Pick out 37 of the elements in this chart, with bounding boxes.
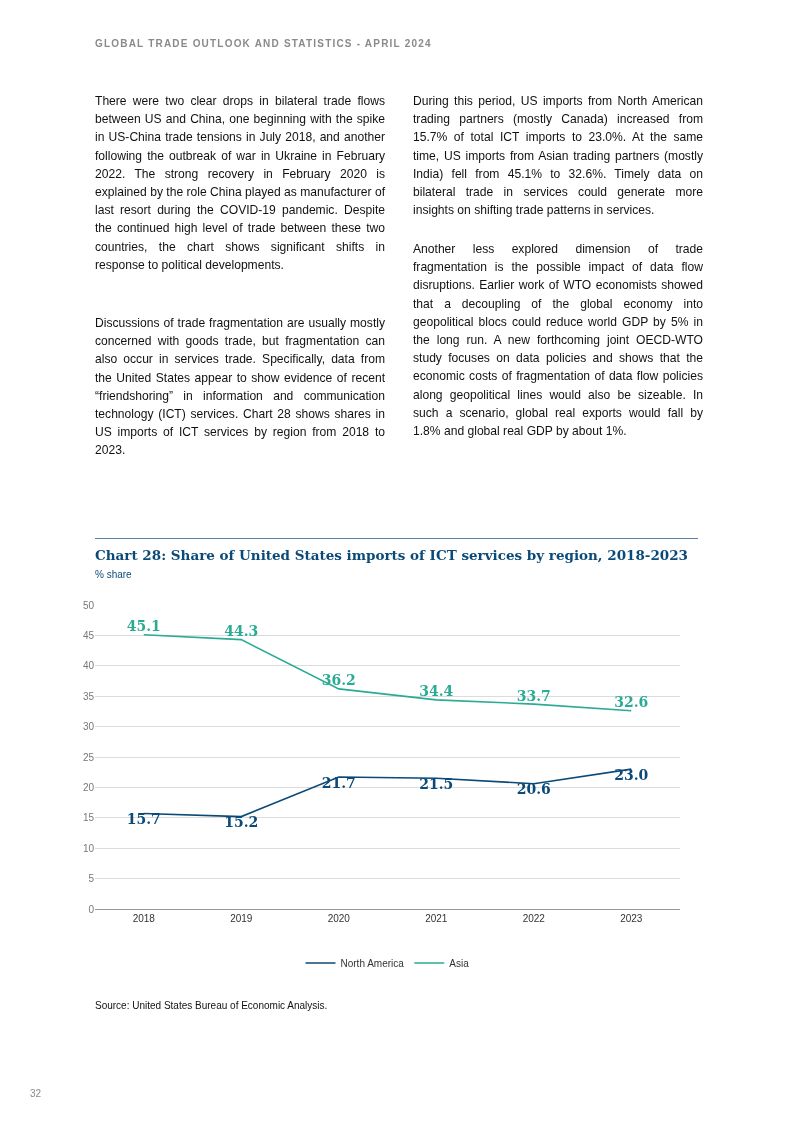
data-label: 15.7 <box>126 811 161 828</box>
text: There were two clear drops in bilateral trade flows between US and China, one beginning with the spike in US-China trade tensions in July 2018, and another following the outbreak of war in Ukraine in February 2022. The strong recovery in February 2020 is explained by the role China played as manufacturer of last resort during the COVID-19 pandemic. Despite the continued high level of trade between these two countries, the chart shows significant shifts in response to political developments. <box>95 94 385 272</box>
chart-title: Chart 28: Share of United States imports of ICT services by region, 2018-2023 <box>95 547 690 563</box>
data-label: 44.3 <box>224 623 259 640</box>
x-tick-label: 2018 <box>132 913 156 924</box>
text: Discussions of trade fragmentation are usually mostly concerned with goods trade, but fragmentation can also occur in services trade. Specifically, data from the United States appear to show evidence of recent “friendshoring” in information and communication technology (ICT) services. Chart 28 shows shares in US imports of ICT services by region from 2018 to 2023. <box>95 315 385 460</box>
data-label: 33.7 <box>516 687 551 704</box>
source-note: Source: United States Bureau of Economic Analysis. <box>95 1000 328 1011</box>
y-tick-label: 5 <box>88 873 95 885</box>
y-tick-label: 45 <box>82 629 95 641</box>
y-tick-label: 10 <box>82 842 95 854</box>
data-label: 21.5 <box>419 775 454 792</box>
y-tick-label: 20 <box>82 781 95 793</box>
data-label: 34.4 <box>419 683 454 700</box>
x-tick-label: 2022 <box>522 913 546 924</box>
chart-subtitle: % share <box>95 569 133 580</box>
y-tick-label: 15 <box>82 812 95 824</box>
text: During this period, US imports from North American trading partners (mostly Canada) increased from 15.7% of total ICT imports to 23.0%. At the same time, US imports from Asian trading partners (mostly India) fell from 45.1% to 32.6%. Timely data on bilateral trade in services could generate more insights on shifting trade patterns in services. <box>413 93 703 220</box>
x-tick-label: 2020 <box>327 913 351 924</box>
y-tick-label: 30 <box>82 721 95 733</box>
y-tick-label: 50 <box>82 599 95 611</box>
data-label: 32.6 <box>614 694 649 711</box>
y-tick-label: 0 <box>88 903 95 915</box>
legend-label: Asia <box>449 957 470 969</box>
text: GLOBAL TRADE OUTLOOK AND STATISTICS - APRIL 2024 <box>95 38 432 49</box>
x-tick-label: 2023 <box>620 913 643 924</box>
y-tick-label: 40 <box>82 660 95 672</box>
legend-label: North America <box>340 957 405 969</box>
data-label: 20.6 <box>516 781 551 798</box>
x-tick-label: 2021 <box>425 913 448 924</box>
text: 32 <box>30 1088 42 1099</box>
x-tick-label: 2019 <box>230 913 253 924</box>
text: Another less explored dimension of trade fragmentation is the possible impact of data flow disruptions. Earlier work of WTO economists showed that a decoupling of the global economy into geopolitical blocs could reduce world GDP by 5% in the long run. A new forthcoming joint OECD-WTO study focuses on data policies and shows that the economic costs of fragmentation of data flow policies along geopolitical lines would also be sizeable. In such a scenario, global real exports would fall by 1.8% and global real GDP by about 1%. <box>413 242 703 439</box>
data-label: 36.2 <box>321 672 356 689</box>
y-tick-label: 25 <box>82 751 95 763</box>
y-tick-label: 35 <box>82 690 95 702</box>
data-label: 45.1 <box>126 618 161 635</box>
